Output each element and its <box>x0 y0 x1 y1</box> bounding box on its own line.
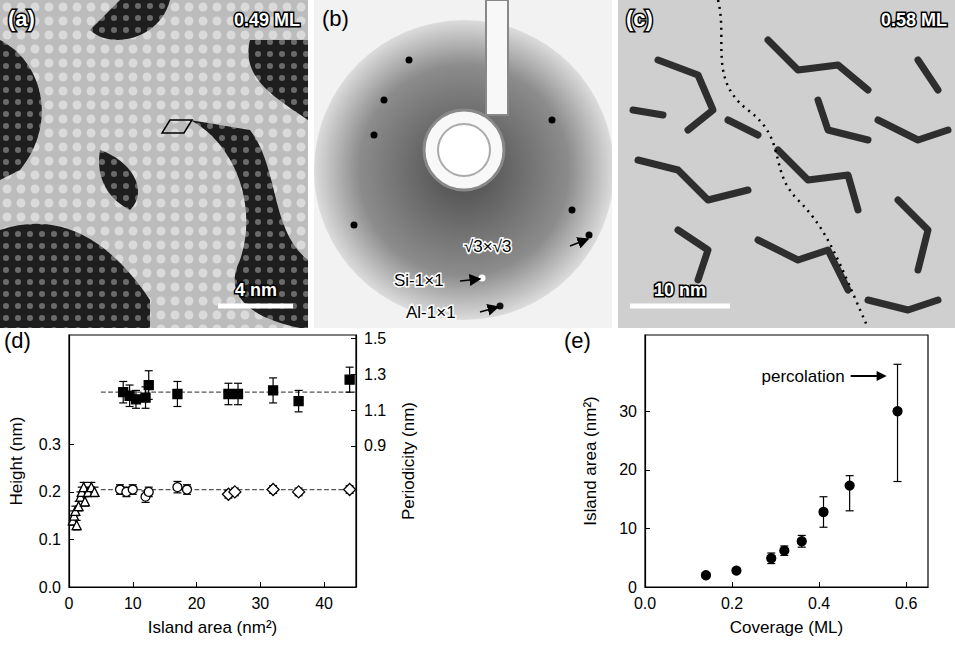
svg-text:0.4: 0.4 <box>808 595 830 612</box>
svg-text:Si-1×1: Si-1×1 <box>394 271 444 290</box>
svg-text:Island area (nm²): Island area (nm²) <box>148 618 277 637</box>
svg-text:percolation: percolation <box>761 367 844 386</box>
svg-text:0.0: 0.0 <box>634 595 656 612</box>
svg-text:0.49 ML: 0.49 ML <box>234 10 300 30</box>
svg-text:20: 20 <box>188 595 206 612</box>
svg-text:Coverage (ML): Coverage (ML) <box>730 618 843 637</box>
svg-text:0.0: 0.0 <box>39 579 61 596</box>
svg-text:40: 40 <box>315 595 333 612</box>
svg-text:0.1: 0.1 <box>39 531 61 548</box>
svg-text:20: 20 <box>619 461 637 478</box>
svg-text:0.6: 0.6 <box>895 595 917 612</box>
svg-text:(c): (c) <box>626 6 653 31</box>
svg-text:0.58 ML: 0.58 ML <box>881 10 947 30</box>
svg-text:0: 0 <box>65 595 74 612</box>
svg-text:1.5: 1.5 <box>364 330 386 347</box>
svg-text:Island area (nm²): Island area (nm²) <box>581 396 600 525</box>
svg-text:4 nm: 4 nm <box>235 280 277 300</box>
svg-text:1.3: 1.3 <box>364 366 386 383</box>
svg-text:10: 10 <box>124 595 142 612</box>
svg-text:30: 30 <box>619 403 637 420</box>
svg-text:1.1: 1.1 <box>364 402 386 419</box>
svg-text:0.3: 0.3 <box>39 436 61 453</box>
svg-text:√3×√3: √3×√3 <box>464 237 512 256</box>
svg-text:(e): (e) <box>564 328 591 353</box>
svg-text:0: 0 <box>628 579 637 596</box>
svg-text:0.9: 0.9 <box>364 437 386 454</box>
svg-text:Al-1×1: Al-1×1 <box>406 303 456 322</box>
svg-text:10: 10 <box>619 520 637 537</box>
svg-text:Height (nm): Height (nm) <box>7 417 26 506</box>
svg-text:(d): (d) <box>4 328 31 353</box>
svg-text:10 nm: 10 nm <box>654 280 706 300</box>
svg-text:30: 30 <box>251 595 269 612</box>
svg-text:(b): (b) <box>322 6 349 31</box>
svg-text:0.2: 0.2 <box>721 595 743 612</box>
svg-text:(a): (a) <box>8 6 35 31</box>
svg-text:Periodicity (nm): Periodicity (nm) <box>399 402 418 520</box>
svg-text:0.2: 0.2 <box>39 483 61 500</box>
